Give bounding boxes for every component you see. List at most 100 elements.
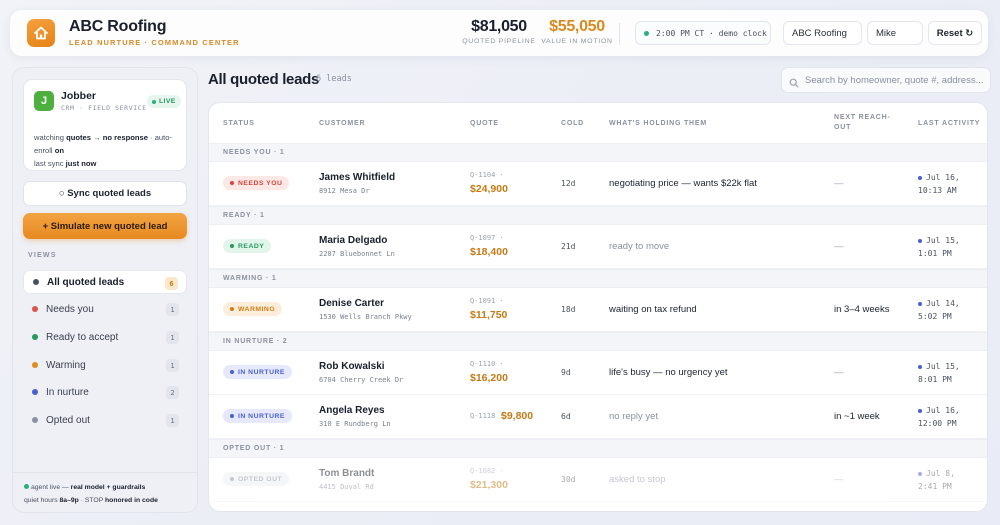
table-row[interactable]: IN NURTURE Rob Kowalski 6704 Cherry Creek …: [209, 351, 987, 395]
status-dot-icon: [230, 181, 234, 185]
activity-dot-icon: [918, 301, 922, 306]
status-label: IN NURTURE: [238, 412, 285, 420]
activity-date: Jul 8,: [926, 469, 955, 478]
metric-value-in-motion: $55,050 VALUE IN MOTION: [525, 18, 629, 45]
crm-subtitle: CRM · FIELD SERVICE: [61, 104, 147, 112]
activity-date: Jul 16,: [926, 406, 960, 415]
customer-address: 2207 Bluebonnet Ln: [319, 250, 395, 258]
view-dot-icon: [32, 334, 38, 340]
group-header: WARMING · 1: [209, 269, 987, 288]
sidebar-view-opted-out[interactable]: Opted out 1: [23, 408, 187, 432]
cold-days: 9d: [561, 368, 571, 377]
company-field[interactable]: ABC Roofing: [783, 21, 862, 45]
view-count: 6: [165, 277, 178, 290]
footer-text-bold: honored in code: [105, 497, 158, 504]
group-header: NEEDS YOU · 1: [209, 143, 987, 162]
group-header: READY · 1: [209, 206, 987, 225]
column-header-status[interactable]: STATUS: [223, 120, 255, 127]
column-header-holding[interactable]: WHAT'S HOLDING THEM: [609, 120, 708, 127]
search-input[interactable]: Search by homeowner, quote #, address...: [781, 67, 991, 93]
table-row[interactable]: READY Maria Delgado 2207 Bluebonnet Ln Q-10…: [209, 225, 987, 269]
customer-address: 310 E Rundberg Ln: [319, 420, 391, 428]
activity-dot-icon: [918, 175, 922, 180]
view-label: Opted out: [46, 414, 90, 426]
agent-live-dot-icon: [24, 484, 29, 489]
status-dot-icon: [230, 414, 234, 418]
next-reach-out: —: [834, 178, 844, 189]
customer-name: James Whitfield: [319, 172, 396, 183]
status-dot-icon: [230, 477, 234, 481]
quote-id: Q-1118 ·: [470, 412, 504, 420]
view-count: 1: [166, 303, 179, 316]
table-row[interactable]: WARMING Denise Carter 1530 Wells Branch Pk…: [209, 288, 987, 332]
cold-days: 30d: [561, 475, 576, 484]
customer-address: 4415 Duval Rd: [319, 483, 374, 491]
customer-address: 1530 Wells Branch Pkwy: [319, 313, 412, 321]
sidebar: J Jobber CRM · FIELD SERVICE LIVE watchi…: [12, 67, 198, 513]
sidebar-view-needs-you[interactable]: Needs you 1: [23, 297, 187, 321]
holding-reason: asked to stop: [609, 474, 666, 485]
live-label: LIVE: [159, 98, 176, 105]
search-icon: [789, 75, 799, 88]
activity-time: 5:02 PM: [918, 312, 952, 321]
user-field[interactable]: Mike: [867, 21, 923, 45]
view-dot-icon: [32, 362, 38, 368]
app-subtitle: LEAD NURTURE · COMMAND CENTER: [69, 38, 240, 47]
next-reach-out: —: [834, 241, 844, 252]
column-header-quote[interactable]: QUOTE: [470, 120, 499, 127]
lead-count: 6 leads: [316, 74, 352, 84]
view-label: Ready to accept: [46, 331, 119, 343]
view-label: All quoted leads: [47, 276, 125, 288]
metric-value: $81,050: [471, 18, 527, 35]
status-badge: NEEDS YOU: [223, 176, 290, 190]
sidebar-view-all-quoted-leads[interactable]: All quoted leads 6: [23, 270, 187, 294]
group-header: IN NURTURE · 2: [209, 332, 987, 351]
cold-days: 12d: [561, 179, 576, 188]
reset-button[interactable]: Reset ↻: [928, 21, 982, 45]
activity-time: 1:01 PM: [918, 249, 952, 258]
top-bar: ABC Roofing LEAD NURTURE · COMMAND CENTE…: [10, 10, 988, 56]
footer-text-bold: real model + guardrails: [70, 484, 146, 491]
holding-reason: no reply yet: [609, 411, 659, 422]
column-header-customer[interactable]: CUSTOMER: [319, 120, 366, 127]
column-header-next-reach-out[interactable]: NEXT REACH-OUT: [834, 114, 891, 131]
demo-clock[interactable]: 2:00 PM CT · demo clock: [635, 21, 771, 45]
activity-dot-icon: [918, 408, 922, 413]
cold-days: 6d: [561, 412, 571, 421]
column-header-cold[interactable]: COLD: [561, 120, 585, 127]
clock-text: 2:00 PM CT · demo clock: [656, 28, 767, 38]
metric-label: QUOTED PIPELINE: [462, 38, 536, 45]
table-row[interactable]: IN NURTURE Angela Reyes 310 E Rundberg Ln Q…: [209, 395, 987, 439]
view-count: 2: [166, 386, 179, 399]
table-row[interactable]: NEEDS YOU James Whitfield 8912 Mesa Dr Q-11…: [209, 162, 987, 206]
crm-sync-info: watching quotes → no response · auto-enr…: [34, 132, 182, 170]
status-dot-icon: [230, 307, 234, 311]
crm-text: watching: [34, 133, 67, 142]
footer-text: quiet hours: [24, 497, 60, 504]
table-row[interactable]: OPTED OUT Tom Brandt 4415 Duval Rd Q-1082 ·…: [209, 458, 987, 502]
sync-quoted-leads-button[interactable]: ○ Sync quoted leads: [23, 181, 187, 206]
simulate-lead-button[interactable]: + Simulate new quoted lead: [23, 213, 187, 239]
sidebar-view-ready-to-accept[interactable]: Ready to accept 1: [23, 325, 187, 349]
status-dot-icon: [230, 244, 234, 248]
last-activity: Jul 8, 2:41 PM: [918, 467, 955, 493]
status-label: WARMING: [238, 305, 276, 313]
group-header: OPTED OUT · 1: [209, 439, 987, 458]
crm-name: Jobber: [61, 90, 97, 102]
holding-reason: life's busy — no urgency yet: [609, 367, 728, 378]
sidebar-view-in-nurture[interactable]: In nurture 2: [23, 380, 187, 404]
status-badge: OPTED OUT: [223, 472, 290, 486]
crm-text-bold: quotes → no response: [66, 133, 148, 142]
quote-id: Q-1082 ·: [470, 467, 504, 475]
live-dot-icon: [152, 99, 156, 104]
column-header-last-activity[interactable]: LAST ACTIVITY: [918, 120, 981, 127]
holding-reason: waiting on tax refund: [609, 304, 697, 315]
app-title: ABC Roofing: [69, 18, 167, 35]
crm-status-card: J Jobber CRM · FIELD SERVICE LIVE watchi…: [23, 79, 187, 171]
customer-name: Rob Kowalski: [319, 361, 385, 372]
activity-date: Jul 14,: [926, 299, 960, 308]
quote-id: Q-1097 ·: [470, 234, 504, 242]
leads-table: STATUS CUSTOMER QUOTE COLD WHAT'S HOLDIN…: [208, 102, 988, 512]
sidebar-view-warming[interactable]: Warming 1: [23, 353, 187, 377]
last-activity: Jul 15, 8:01 PM: [918, 360, 960, 386]
